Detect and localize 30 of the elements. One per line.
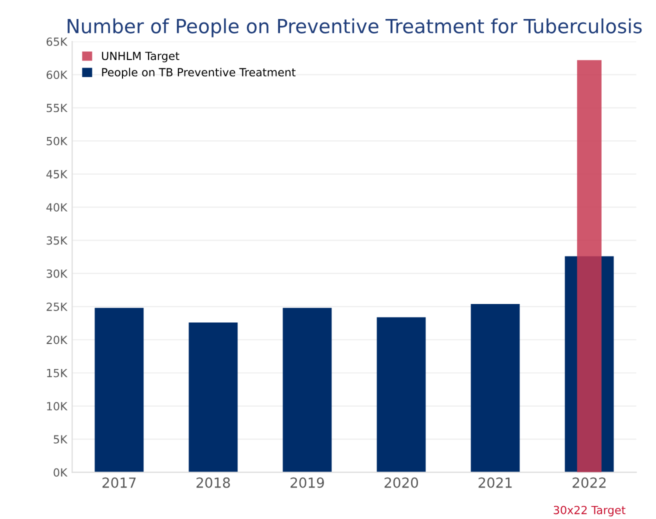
y-tick-label: 60K (46, 70, 68, 80)
bar (94, 308, 144, 472)
y-tick-label: 40K (46, 203, 68, 212)
x-tick-label: 2017 (102, 477, 136, 488)
y-tick-label: 10K (47, 402, 68, 410)
text: 30x22 Target (554, 506, 626, 516)
y-tick-label: 15K (47, 369, 68, 378)
y-tick-label: 45K (46, 170, 68, 178)
y-tick-label: 30K (46, 269, 68, 278)
x-tick-label: 2021 (478, 477, 512, 488)
y-tick-label: 65K (46, 37, 68, 46)
bar (376, 317, 426, 472)
chart-title: Number of People on Preventive Treatment for Tuberculosis (68, 18, 642, 38)
y-tick-label: 55K (46, 104, 68, 112)
x-tick-label: 2019 (290, 477, 324, 488)
bar (470, 304, 520, 472)
legend-label: People on TB Preventive Treatment (102, 68, 296, 79)
y-tick-label: 50K (46, 136, 68, 146)
bar (282, 308, 332, 472)
x-tick-label: 2020 (384, 477, 418, 488)
y-tick-label: 0K (54, 468, 68, 477)
bar (577, 60, 602, 472)
y-tick-label: 5K (54, 435, 68, 444)
y-tick-label: 25K (46, 302, 68, 311)
legend-label: UNHLM Target (102, 52, 180, 62)
y-tick-label: 35K (46, 236, 68, 245)
y-tick-label: 20K (46, 336, 68, 344)
x-tick-label: 2018 (196, 477, 230, 488)
x-tick-label: 2022 (572, 477, 606, 488)
bar (188, 322, 238, 472)
